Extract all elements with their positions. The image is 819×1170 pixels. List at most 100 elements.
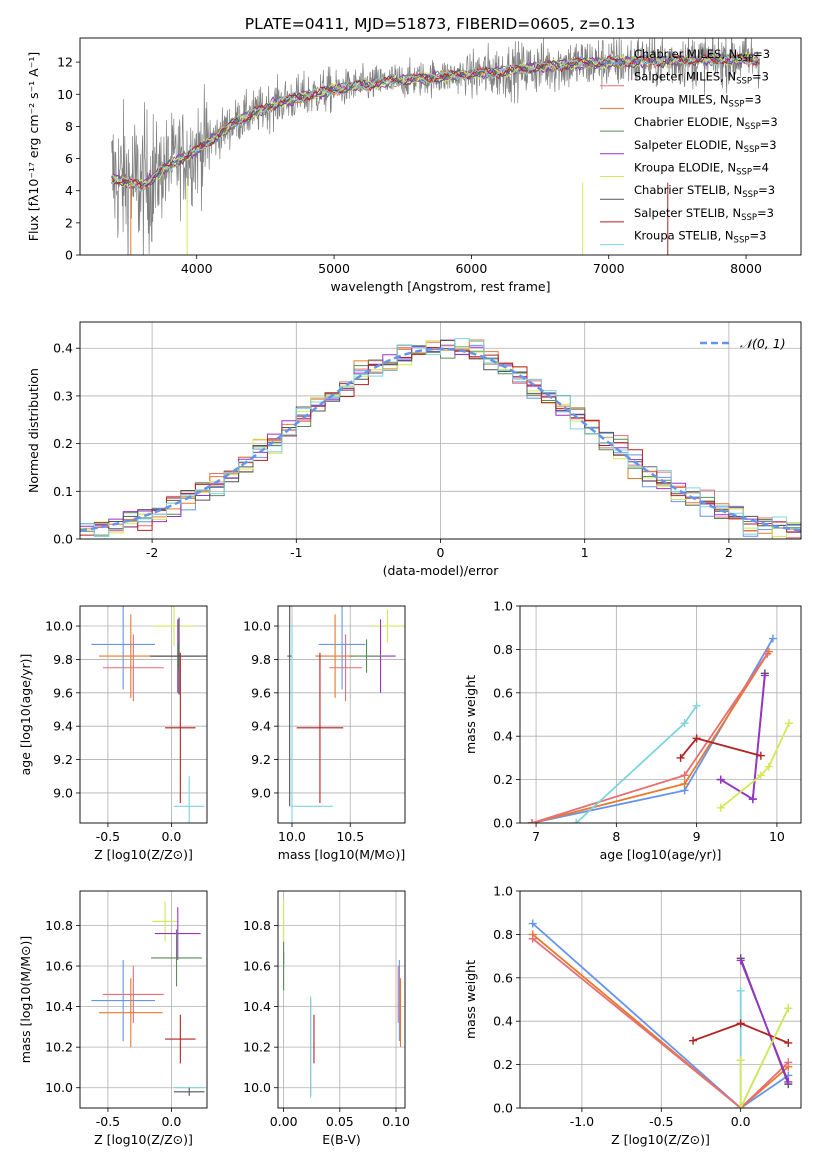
y-axis-label: Normed distribution (26, 368, 41, 493)
y-tick-label: 10.6 (45, 959, 73, 974)
legend-label-sub: SSP (736, 77, 752, 87)
x-axis-label: Z [log10(Z/Z⊙)] (94, 1132, 193, 1147)
weight-marker (736, 1104, 745, 1108)
x-tick-label: 0.05 (326, 1114, 354, 1129)
y-tick-label: 9.4 (251, 719, 271, 734)
errorbar-point (91, 606, 155, 690)
grid (80, 891, 207, 1108)
errorbar-point (102, 966, 164, 1023)
x-tick-label: 0.0 (731, 1114, 751, 1129)
x-tick-label: 7000 (593, 261, 625, 276)
x-axis-label: age [log10(age/yr)] (600, 847, 722, 862)
x-tick-label: 9 (693, 829, 701, 844)
weight-series (739, 990, 790, 1108)
legend-label-main: Chabrier STELIB, N (634, 183, 742, 197)
x-axis-label: Z [log10(Z/Z⊙)] (611, 1132, 710, 1147)
weight-marker (736, 1019, 745, 1028)
errorbar-point (315, 614, 355, 698)
legend-label: Salpeter STELIB, NSSP=3 (634, 206, 774, 223)
frame (79, 605, 208, 824)
weight-series (575, 705, 698, 823)
x-tick-label: 8 (612, 829, 620, 844)
y-tick-label: 10.2 (45, 1040, 73, 1055)
y-tick-label: 10.2 (243, 1040, 271, 1055)
frame (79, 37, 802, 256)
weight-marker (692, 701, 701, 710)
histogram-series (80, 344, 801, 539)
plot-area (80, 338, 801, 539)
axes-age-vs-mass: 10.0 10.5 9.0 9.2 9.4 9.6 9.8 10.0 mass [log10(M… (243, 605, 406, 862)
x-tick-label: 10 (769, 829, 785, 844)
legend-label: Kroupa MILES, NSSP=3 (634, 92, 761, 109)
errorbar-point (91, 959, 155, 1042)
x-axis-label: E(B-V) (322, 1132, 361, 1147)
y-tick-label: 0.4 (493, 729, 513, 744)
legend-label-sub: SSP (741, 213, 757, 223)
y-tick-label: 10.8 (45, 918, 73, 933)
grid (80, 606, 207, 823)
y-axis-label: mass weight (463, 675, 478, 754)
plot-area (283, 901, 402, 1098)
x-axis-label: wavelength [Angstrom, rest frame] (330, 279, 550, 294)
weight-marker (676, 753, 685, 762)
x-tick-label: 7 (532, 829, 540, 844)
legend-label: Chabrier ELODIE, NSSP=3 (634, 115, 778, 132)
weight-series (679, 737, 762, 759)
legend-label-tail: =3 (760, 138, 777, 152)
y-tick-label: 0.0 (493, 816, 513, 831)
y-tick-label: 9.8 (251, 652, 271, 667)
legend-label-main: Chabrier MILES, N (634, 47, 737, 61)
legend-label-main: Salpeter ELODIE, N (634, 138, 744, 152)
weight-series (532, 922, 789, 1108)
legend-label-sub: SSP (742, 190, 758, 200)
x-tick-label: 0.0 (161, 829, 181, 844)
errorbar-point (290, 622, 294, 823)
model-line (111, 52, 760, 187)
weight-marker (528, 934, 537, 943)
y-tick-label: 9.2 (251, 752, 271, 767)
weight-marker (528, 819, 537, 823)
axes-weight-vs-Z: -1.0 -0.5 0.0 0.0 0.2 0.4 0.6 0.8 1.0 Z [log10(Z/… (463, 884, 802, 1147)
weight-marker (756, 771, 765, 780)
frame (79, 890, 208, 1109)
weight-marker (784, 1077, 793, 1086)
axes-spectrum: 4000 5000 6000 7000 8000 0 2 4 6 8 10 12 wavelength … (26, 37, 802, 294)
y-axis-label: age [log10(age/yr)] (18, 654, 33, 776)
errorbar-point (154, 907, 201, 960)
legend-label: Chabrier MILES, NSSP=3 (634, 47, 770, 64)
frame (277, 605, 406, 824)
y-tick-label: 10.0 (243, 619, 271, 634)
figure-title: PLATE=0411, MJD=51873, FIBERID=0605, z=0… (245, 15, 635, 33)
y-tick-label: 0.8 (493, 642, 513, 657)
weight-series (532, 938, 789, 1108)
axes-mass-vs-Z: -0.5 0.0 10.0 10.2 10.4 10.6 10.8 Z [log10(Z/Z⊙… (18, 890, 208, 1147)
x-tick-label: 5000 (318, 261, 350, 276)
legend-label-main: Kroupa ELODIE, N (634, 161, 736, 175)
errorbar-point (173, 1087, 205, 1096)
y-axis-label: mass [log10(M/M⊙)] (18, 936, 33, 1064)
weight-marker (572, 819, 581, 823)
x-tick-label: -0.5 (96, 1114, 120, 1129)
errorbar-point (329, 634, 362, 702)
x-tick-label: 6000 (455, 261, 487, 276)
y-tick-label: 2 (65, 215, 73, 230)
axes-age-vs-Z: -0.5 0.0 9.0 9.2 9.4 9.6 9.8 10.0 Z [log10(Z/Z⊙)… (18, 605, 208, 862)
plot-area (287, 606, 404, 823)
legend-label: Kroupa STELIB, NSSP=3 (634, 229, 766, 246)
y-tick-label: 4 (65, 183, 73, 198)
legend-label: Salpeter ELODIE, NSSP=3 (634, 138, 777, 155)
x-tick-label: -2 (146, 545, 158, 560)
weight-marker (680, 779, 689, 788)
weight-marker (756, 751, 765, 760)
frame (79, 321, 802, 540)
legend-label-sub: SSP (736, 168, 752, 178)
x-tick-label: 0.00 (270, 1114, 298, 1129)
normal-curve (80, 347, 801, 532)
legend-label: Chabrier STELIB, NSSP=3 (634, 183, 775, 200)
y-axis-label: mass weight (463, 960, 478, 1039)
errorbar-point (102, 634, 164, 702)
legend-label-main: Salpeter MILES, N (634, 70, 736, 84)
legend-label-main: Kroupa MILES, N (634, 92, 729, 106)
y-tick-label: 9.6 (251, 685, 271, 700)
